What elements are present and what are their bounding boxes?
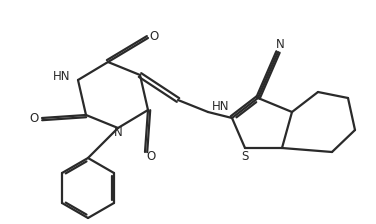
Text: HN: HN bbox=[53, 69, 70, 82]
Text: S: S bbox=[241, 149, 249, 162]
Text: N: N bbox=[276, 37, 284, 50]
Text: O: O bbox=[146, 149, 156, 162]
Text: HN: HN bbox=[212, 99, 229, 112]
Text: O: O bbox=[149, 30, 159, 43]
Text: O: O bbox=[29, 112, 39, 125]
Text: N: N bbox=[114, 125, 122, 138]
